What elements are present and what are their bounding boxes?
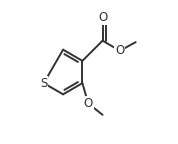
Text: O: O [115, 44, 124, 57]
Text: O: O [98, 11, 107, 24]
Text: O: O [83, 97, 93, 110]
Text: S: S [40, 77, 48, 90]
